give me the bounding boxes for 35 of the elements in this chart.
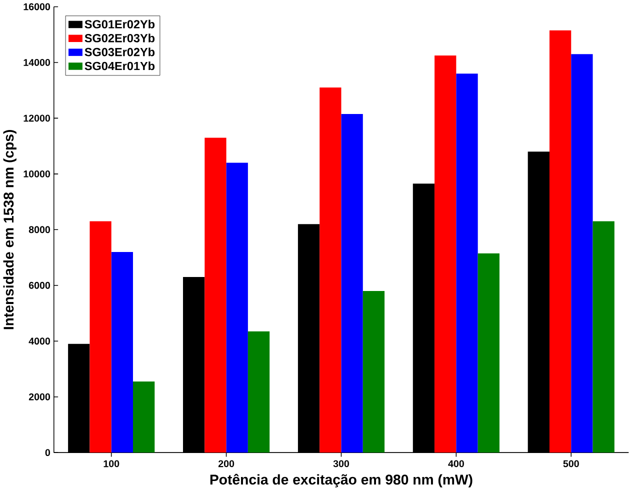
bar [90,221,112,453]
bar [204,138,226,453]
bar [320,88,342,453]
y-tick-label: 16000 [24,3,50,10]
bar [341,114,363,453]
y-tick-label: 6000 [28,282,50,290]
y-tick-label: 12000 [24,114,50,122]
bar [362,291,385,453]
y-tick-label: 14000 [24,59,50,66]
bar [132,382,155,453]
x-tick-label: 400 [448,460,464,468]
bar [478,254,500,453]
bar [248,332,270,453]
x-axis-title: Potência de excitação em 980 nm (mW) [210,474,472,488]
legend-label: SG04Er01Yb [84,62,155,70]
legend-label: SG02Er03Yb [84,34,155,43]
y-tick-label: 10000 [24,170,50,178]
x-tick-label: 100 [104,460,120,468]
bar [571,54,593,453]
y-tick-label: 8000 [28,226,50,234]
bar [434,56,456,453]
x-tick-label: 200 [218,460,234,468]
legend-label: SG03Er02Yb [84,48,155,56]
bar [592,221,614,453]
bar [226,162,248,453]
x-tick-label: 500 [563,460,579,468]
legend-label: SG01Er02Yb [84,20,155,29]
x-tick-label: 300 [333,460,350,468]
bar [456,74,478,453]
y-tick-label: 4000 [28,338,50,345]
y-tick-label: 2000 [28,394,50,400]
bar [549,30,572,453]
bar [111,252,133,453]
y-axis-title: Intensidade em 1538 nm (cps) [3,130,16,330]
y-tick-label: 0 [45,449,50,456]
